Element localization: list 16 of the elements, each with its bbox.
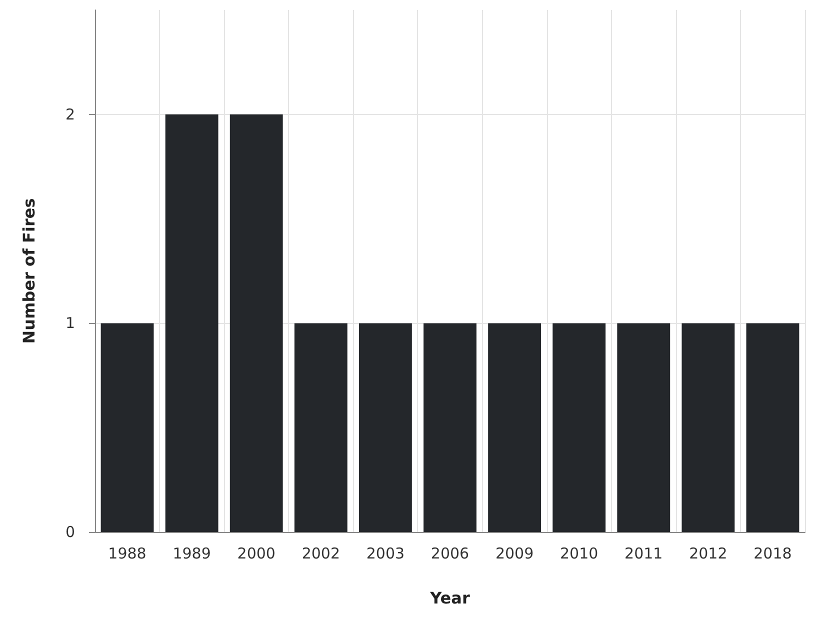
x-tick-label: 1988: [108, 544, 146, 562]
x-tick-label: 2006: [430, 544, 470, 562]
x-tick-label: 2003: [366, 544, 405, 562]
x-tick-label: 2000: [237, 544, 276, 562]
y-axis-title: Number of Fires: [20, 198, 38, 344]
x-tick-label: 2011: [624, 544, 663, 562]
y-tick-label: 0: [65, 523, 75, 541]
y-tick-label: 2: [65, 105, 75, 124]
x-axis-title: Year: [429, 588, 470, 608]
x-tick-label: 2009: [495, 544, 534, 562]
y-tick-label: 1: [65, 314, 75, 332]
x-tick-label: 2012: [689, 544, 728, 562]
x-tick-label: 1989: [172, 544, 211, 562]
x-tick-label: 2010: [560, 544, 598, 562]
x-tick-label: 2002: [302, 544, 340, 562]
x-tick-label: 2018: [754, 544, 792, 562]
